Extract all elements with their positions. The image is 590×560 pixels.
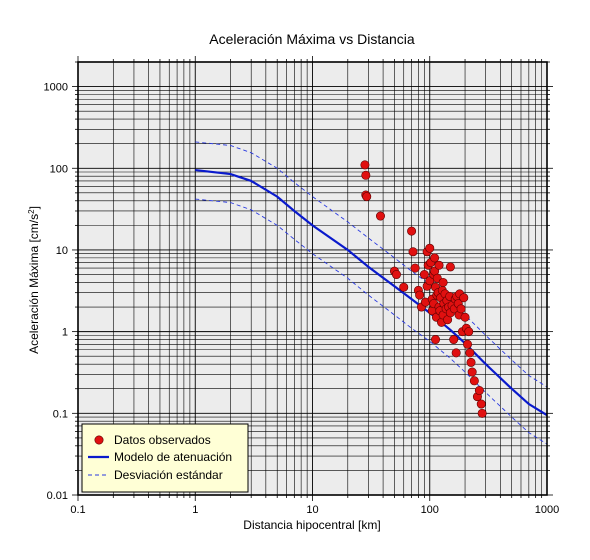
observed-point: [415, 290, 425, 300]
observed-point: [438, 277, 448, 287]
chart-title: Aceleración Máxima vs Distancia: [209, 31, 415, 47]
observed-point: [419, 270, 429, 280]
observed-point: [399, 282, 409, 292]
observed-point: [477, 408, 487, 418]
legend-label-model: Modelo de atenuación: [114, 450, 232, 464]
x-tick-label: 100: [421, 504, 439, 516]
y-axis-label-sup: 2: [27, 209, 36, 214]
observed-point: [445, 262, 455, 272]
observed-point: [451, 348, 461, 358]
x-tick-label: 1000: [535, 504, 559, 516]
legend-label-observed: Datos observados: [114, 433, 211, 447]
observed-point: [408, 247, 418, 257]
grid-lines: [77, 61, 547, 496]
observed-point: [431, 335, 441, 345]
legend-box: [81, 423, 249, 493]
standard-deviation-line: [195, 141, 548, 388]
observed-point: [434, 260, 444, 270]
x-axis-label: Distancia hipocentral [km]: [243, 518, 380, 532]
y-axis-label-main: Aceleración Máxima [cm/s: [27, 214, 41, 354]
observed-point: [464, 327, 474, 337]
y-tick-label: 100: [50, 163, 68, 175]
legend-marker-observed: [94, 435, 104, 445]
observed-point: [449, 335, 459, 345]
observed-point: [456, 304, 466, 314]
y-tick-label: 0.1: [53, 408, 68, 420]
y-tick-label: 1: [62, 327, 68, 339]
observed-point: [360, 160, 370, 170]
y-tick-label: 10: [56, 245, 68, 257]
attenuation-model-line: [195, 168, 548, 417]
observed-point: [476, 399, 486, 409]
observed-point: [425, 243, 435, 253]
y-axis-label: Aceleración Máxima [cm/s2]: [27, 206, 41, 354]
observed-point: [361, 170, 371, 180]
observed-point: [465, 348, 475, 358]
standard-deviation-line: [195, 198, 548, 445]
observed-point: [469, 376, 479, 386]
observed-point: [463, 339, 473, 349]
series-lines: [195, 141, 548, 445]
observed-point: [430, 253, 440, 263]
plot-frame: [77, 61, 548, 496]
observed-point: [410, 263, 420, 273]
observed-point: [460, 312, 470, 322]
y-tick-label: 0.01: [47, 490, 68, 502]
observed-point: [407, 226, 417, 236]
legend-label-deviation: Desviación estándar: [114, 468, 223, 482]
observed-point: [466, 357, 476, 367]
observed-point: [362, 192, 372, 202]
observed-point: [391, 270, 401, 280]
x-tick-label: 0.1: [70, 504, 85, 516]
y-axis-label-end: ]: [27, 206, 41, 209]
y-tick-label: 1000: [44, 82, 68, 94]
observed-points: [360, 160, 487, 418]
x-tick-label: 1: [192, 504, 198, 516]
observed-point: [467, 367, 477, 377]
x-tick-label: 10: [306, 504, 318, 516]
legend: Datos observados Modelo de atenuación De…: [81, 423, 249, 493]
observed-point: [459, 293, 469, 303]
observed-point: [474, 386, 484, 396]
observed-point: [375, 211, 385, 221]
